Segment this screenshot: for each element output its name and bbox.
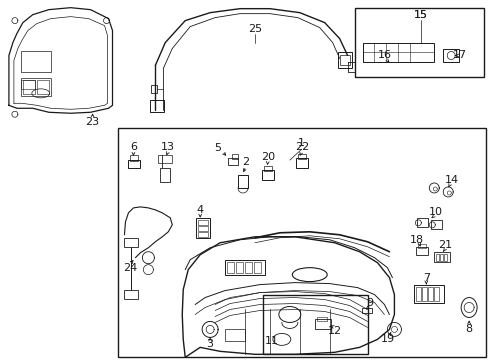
Bar [361,307,371,314]
Bar [314,319,330,329]
Text: 22: 22 [294,142,308,152]
Bar [439,254,442,261]
Bar [124,289,138,298]
Text: 9: 9 [365,297,372,307]
Bar [413,285,443,302]
Bar [128,160,140,168]
Text: 14: 14 [444,175,458,185]
Bar [244,262,251,273]
Bar [354,8,483,77]
Text: 2: 2 [242,157,249,167]
Bar [130,155,138,161]
Text: 25: 25 [247,24,262,33]
Bar [37,80,49,94]
Bar [21,50,51,72]
Bar [238,175,247,188]
Bar [232,154,238,159]
Bar [262,170,273,180]
Text: 17: 17 [452,50,466,60]
Text: 5: 5 [214,143,221,153]
Bar [224,329,244,341]
Bar [263,294,367,354]
Bar [198,220,208,225]
Bar [422,287,427,301]
Text: 15: 15 [413,10,427,20]
Bar [226,262,234,273]
Text: 20: 20 [260,152,274,162]
Bar [151,85,157,93]
Text: 12: 12 [327,327,341,336]
Text: 1: 1 [298,138,305,148]
Bar [316,318,326,321]
Bar [443,254,447,261]
Text: 6: 6 [130,142,137,152]
Text: 19: 19 [380,334,394,345]
Text: 24: 24 [123,263,137,273]
Bar [160,168,170,182]
Bar [415,287,421,301]
Bar [297,154,305,159]
Bar [435,254,438,261]
Bar [21,80,35,89]
Text: 10: 10 [428,207,442,217]
Bar [224,260,264,275]
Text: 11: 11 [264,336,278,346]
Bar [264,166,271,171]
Text: 8: 8 [465,324,472,334]
Bar [196,218,210,238]
Bar [337,53,351,68]
Bar [227,158,238,165]
Bar [362,42,433,62]
Bar [433,252,449,262]
Bar [442,49,458,62]
Text: 13: 13 [161,142,175,152]
Bar [150,100,164,112]
Text: 16: 16 [377,50,391,60]
Bar [417,244,426,248]
Text: 18: 18 [409,235,424,245]
Bar [21,78,51,96]
Bar [124,238,138,247]
Bar [198,232,208,237]
Bar [158,155,172,163]
Bar [427,287,432,301]
Bar [415,247,427,255]
Bar [198,226,208,231]
Bar [339,55,349,66]
Bar [416,218,427,227]
Text: 23: 23 [85,117,100,127]
Text: 7: 7 [422,273,429,283]
Text: 3: 3 [206,339,213,349]
Bar [23,80,35,94]
Text: 21: 21 [437,240,451,250]
Text: 4: 4 [196,205,203,215]
Bar [236,262,243,273]
Bar [433,287,438,301]
Bar [430,220,441,229]
Text: 15: 15 [413,10,427,20]
Bar [118,128,485,357]
Bar [295,158,307,168]
Bar [253,262,261,273]
